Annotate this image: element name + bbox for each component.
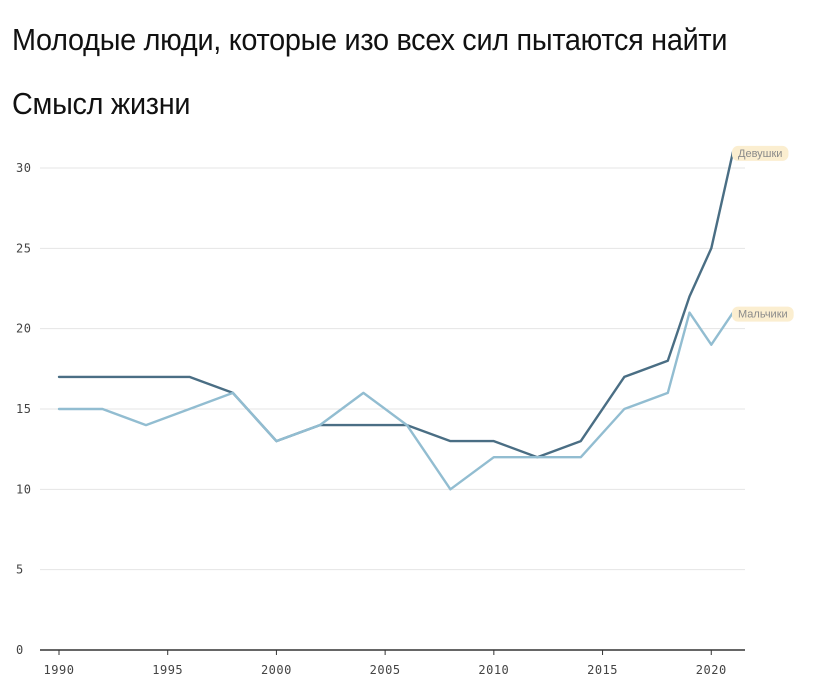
y-axis-ticks: 0 5 10 15 20 25 30 [16, 161, 31, 657]
y-tick-label-0: 0 [16, 643, 24, 657]
x-tick-label-2010: 2010 [478, 663, 509, 677]
x-tick-label-2015: 2015 [587, 663, 618, 677]
series-label-bg-1 [732, 145, 789, 161]
y-tick-label-20: 20 [16, 322, 31, 336]
series-label-text-1: Девушки [738, 148, 782, 160]
x-tick-label-2020: 2020 [696, 663, 727, 677]
series-label-bg-2 [732, 306, 794, 322]
series-labels: Девушки Мальчики [732, 145, 794, 322]
series-lines [57, 150, 735, 491]
x-tick-label-2000: 2000 [261, 663, 292, 677]
y-tick-label-5: 5 [16, 563, 24, 577]
series-label-text-2: Мальчики [738, 309, 788, 321]
grid-lines [40, 167, 745, 571]
x-tick-label-1995: 1995 [152, 663, 183, 677]
y-tick-label-10: 10 [16, 482, 31, 496]
series-label-2: Мальчики [732, 306, 794, 322]
y-tick-label-30: 30 [16, 161, 31, 175]
series-line-1 [57, 150, 735, 459]
x-tick-label-1990: 1990 [44, 663, 75, 677]
x-tick-label-2005: 2005 [370, 663, 401, 677]
series-label-1: Девушки [732, 145, 789, 161]
chart-title: Молодые люди, которые изо всех сил пытаю… [12, 22, 728, 121]
y-tick-label-15: 15 [16, 402, 31, 416]
x-axis: 1990 1995 2000 2005 2010 2015 2020 [40, 649, 745, 677]
y-tick-label-25: 25 [16, 241, 31, 255]
series-line-2 [57, 311, 735, 491]
